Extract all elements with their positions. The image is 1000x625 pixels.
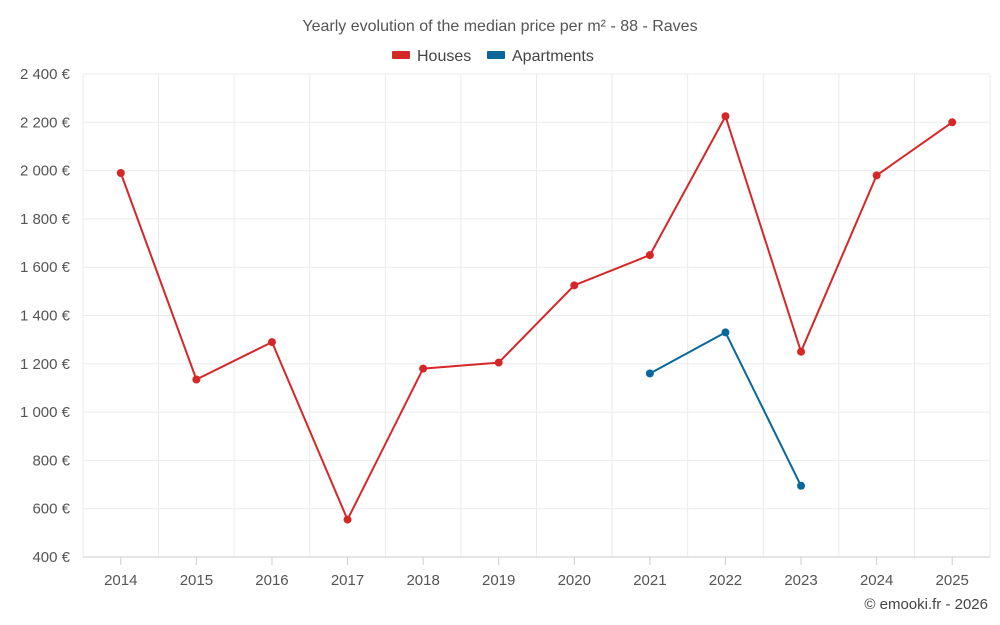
data-point-houses[interactable] bbox=[419, 364, 428, 373]
x-tick-label: 2018 bbox=[406, 572, 439, 589]
y-tick-label: 1 200 € bbox=[20, 356, 71, 373]
data-point-houses[interactable] bbox=[267, 338, 276, 347]
x-tick-label: 2021 bbox=[633, 572, 666, 589]
x-tick-label: 2024 bbox=[860, 572, 893, 589]
data-point-houses[interactable] bbox=[872, 171, 881, 180]
legend-item-apartments[interactable]: Apartments bbox=[487, 48, 594, 65]
y-tick-label: 1 400 € bbox=[20, 308, 71, 325]
x-tick-label: 2015 bbox=[180, 572, 213, 589]
data-point-houses[interactable] bbox=[721, 112, 730, 121]
series-apartments bbox=[645, 328, 806, 490]
legend-swatch-houses bbox=[392, 51, 410, 59]
x-tick-label: 2014 bbox=[104, 572, 137, 589]
chart-title: Yearly evolution of the median price per… bbox=[302, 18, 697, 35]
data-point-apartments[interactable] bbox=[645, 369, 654, 378]
data-point-houses[interactable] bbox=[494, 358, 503, 367]
y-tick-label: 400 € bbox=[32, 549, 70, 566]
legend-swatch-apartments bbox=[487, 51, 505, 59]
series-line-apartments bbox=[649, 331, 802, 487]
grid bbox=[82, 73, 991, 557]
y-tick-label: 2 200 € bbox=[20, 114, 71, 131]
data-point-apartments[interactable] bbox=[797, 481, 806, 490]
data-point-houses[interactable] bbox=[343, 515, 352, 524]
x-tick-label: 2016 bbox=[255, 572, 288, 589]
data-point-houses[interactable] bbox=[116, 169, 125, 178]
y-axis: 400 € 600 € 800 € 1 000 € 1 200 € 1 400 € 1 60… bbox=[20, 66, 71, 566]
y-tick-label: 2 000 € bbox=[20, 163, 71, 180]
y-tick-label: 1 000 € bbox=[20, 404, 71, 421]
data-point-houses[interactable] bbox=[192, 375, 201, 384]
legend-item-houses[interactable]: Houses bbox=[392, 48, 471, 65]
series-line-houses bbox=[119, 115, 953, 521]
y-tick-label: 1 800 € bbox=[20, 211, 71, 228]
data-point-houses[interactable] bbox=[570, 281, 579, 290]
series bbox=[116, 112, 957, 524]
credit-text: © emooki.fr - 2026 bbox=[864, 596, 988, 613]
series-houses bbox=[116, 112, 957, 524]
x-tick-label: 2025 bbox=[936, 572, 969, 589]
data-point-houses[interactable] bbox=[797, 347, 806, 356]
data-point-apartments[interactable] bbox=[721, 328, 730, 337]
x-tick-label: 2023 bbox=[784, 572, 817, 589]
x-axis: 2014 2015 2016 2017 2018 2019 2020 2021 2022 2023… bbox=[83, 556, 990, 589]
legend: Houses Apartments bbox=[392, 48, 594, 65]
y-tick-label: 600 € bbox=[32, 501, 70, 518]
y-tick-label: 800 € bbox=[32, 452, 70, 469]
x-tick-label: 2019 bbox=[482, 572, 515, 589]
legend-label-houses: Houses bbox=[417, 48, 471, 65]
x-tick-label: 2020 bbox=[558, 572, 591, 589]
data-point-houses[interactable] bbox=[948, 118, 957, 127]
data-point-houses[interactable] bbox=[645, 251, 654, 260]
y-tick-label: 1 600 € bbox=[20, 259, 71, 276]
x-tick-label: 2017 bbox=[331, 572, 364, 589]
y-tick-label: 2 400 € bbox=[20, 66, 71, 83]
legend-label-apartments: Apartments bbox=[512, 48, 594, 65]
x-tick-label: 2022 bbox=[709, 572, 742, 589]
